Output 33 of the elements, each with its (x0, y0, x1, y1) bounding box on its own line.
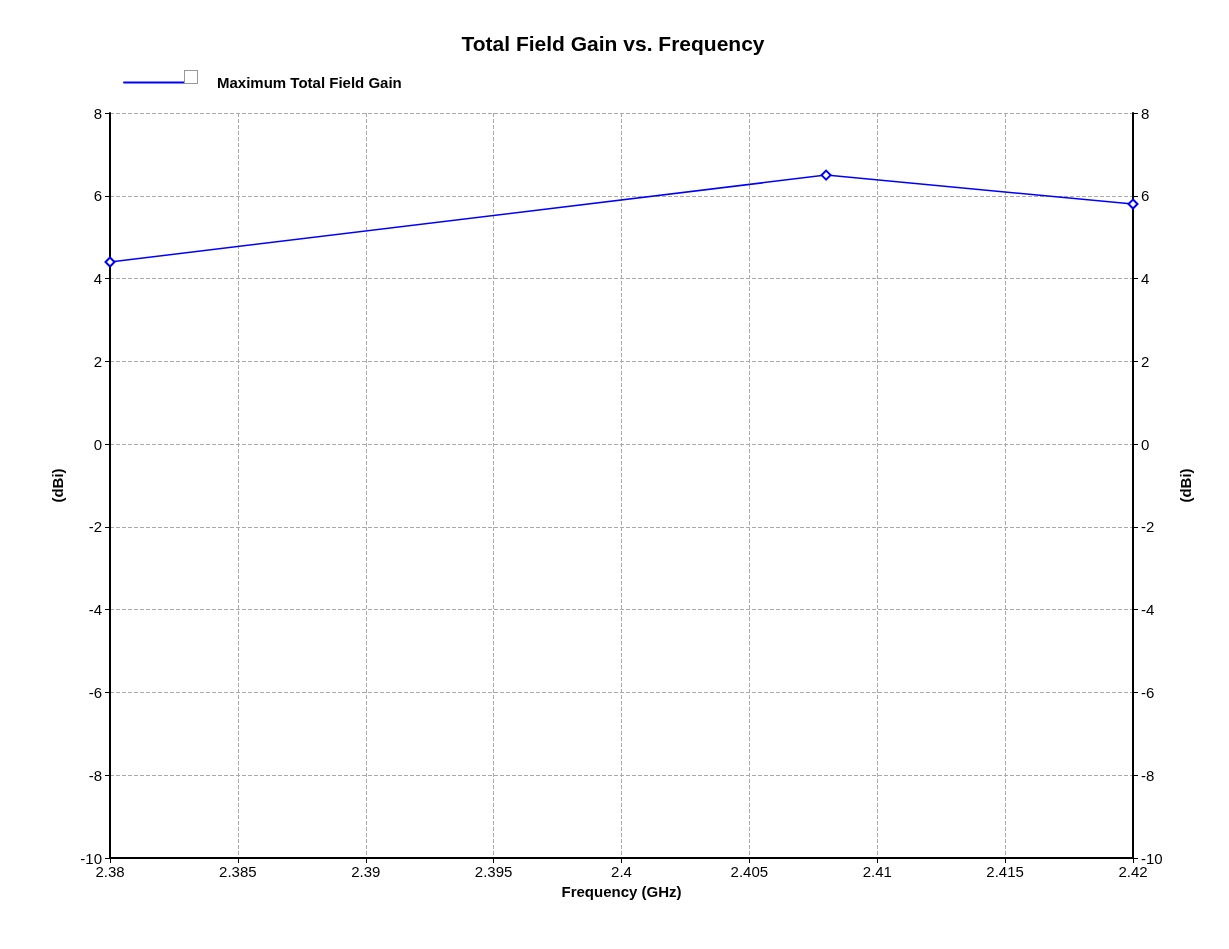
y2-tick-label: 0 (1141, 435, 1150, 453)
y2-tick-label: 2 (1141, 352, 1150, 370)
y2-tick-label: -2 (1141, 518, 1155, 536)
y2-tick-label: 4 (1141, 270, 1150, 288)
y-axis-title: (dBi) (49, 468, 66, 503)
x-axis-title: Frequency (GHz) (561, 882, 682, 900)
point (820, 169, 832, 181)
chart-title: Total Field Gain vs. Frequency (461, 32, 765, 55)
x-tick-label: 2.39 (351, 863, 381, 880)
y-tick-label: 8 (93, 104, 102, 122)
y2-axis-title: (dBi) (1177, 468, 1194, 503)
y-tick-label: 0 (93, 435, 102, 453)
y-tick-label: 4 (93, 270, 102, 288)
x-tick-label: 2.395 (474, 863, 513, 880)
y2-tick-label: 8 (1141, 104, 1150, 122)
x-tick-label: 2.41 (862, 863, 892, 880)
y-tick-label: -2 (88, 518, 102, 536)
y-tick-label: -8 (88, 766, 102, 784)
legend-label: Maximum Total Field Gain (217, 74, 402, 91)
x-tick-label: 2.385 (219, 863, 257, 880)
y-tick-label: -6 (88, 683, 102, 701)
x-tick-label: 2.4 (611, 863, 632, 880)
y-tick-label: -4 (88, 601, 102, 619)
x-tick-label: 2.415 (986, 863, 1024, 880)
point (104, 256, 116, 268)
y2-tick-label: -6 (1141, 683, 1155, 701)
y-tick-label: 6 (93, 187, 102, 205)
point (1127, 198, 1139, 210)
y2-tick-label: 6 (1141, 187, 1150, 205)
x-tick-label: 2.405 (730, 863, 769, 880)
y-tick-label: 2 (93, 352, 102, 370)
y2-tick-label: -4 (1141, 601, 1155, 619)
y2-tick-label: -8 (1141, 766, 1155, 784)
